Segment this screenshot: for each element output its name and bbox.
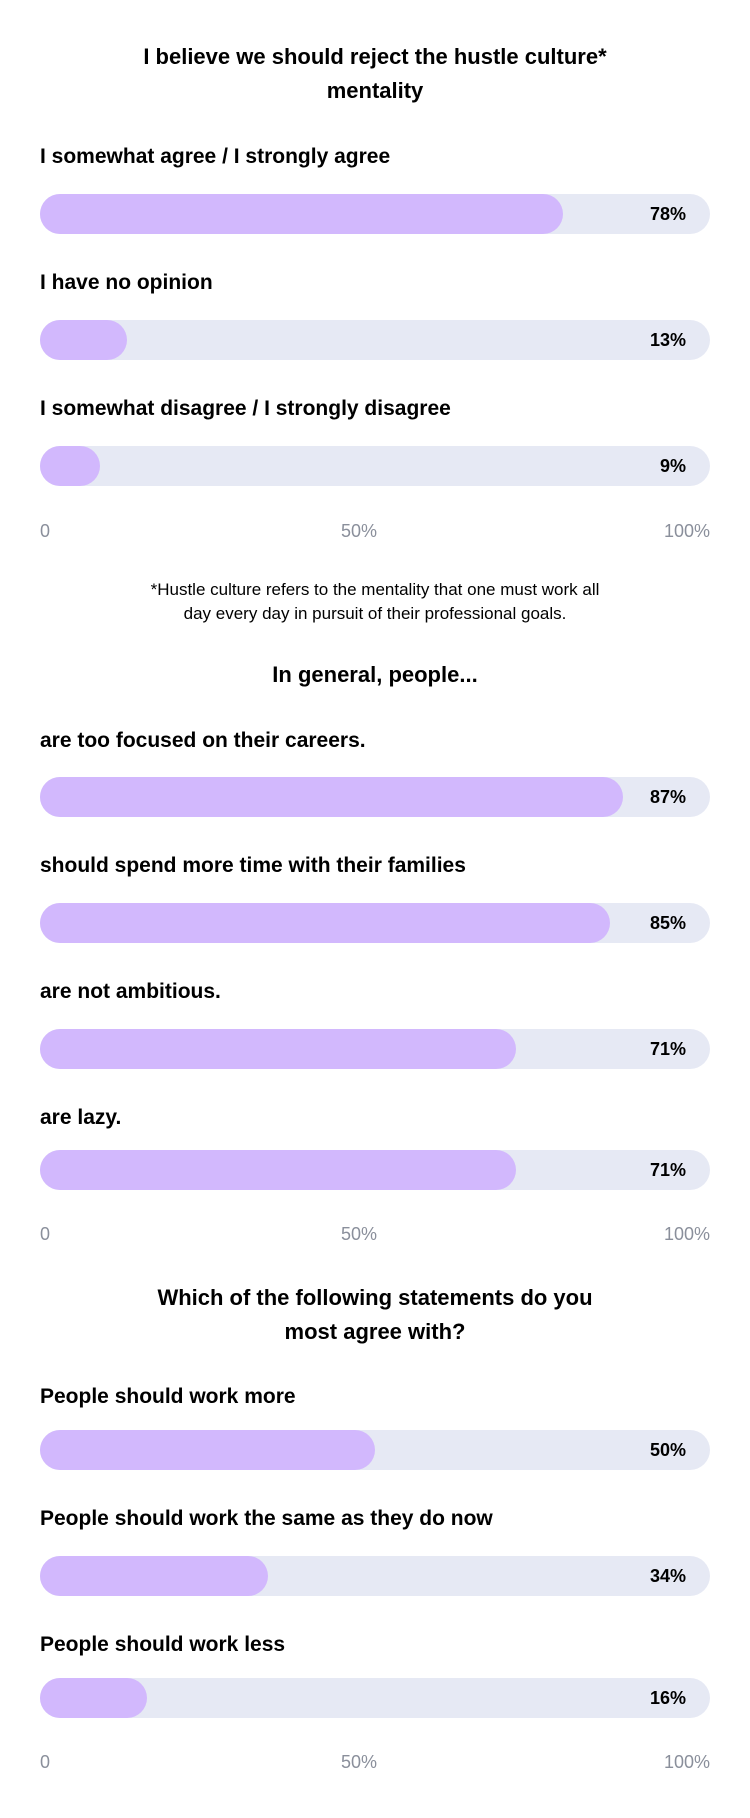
footnote: *Hustle culture refers to the mentality … <box>0 578 750 626</box>
chart-2-track-0: 87% <box>40 777 710 817</box>
chart-1-category-label-0: I somewhat agree / I strongly agree <box>40 145 391 168</box>
chart-2-track-1: 85% <box>40 903 710 943</box>
chart-2-category-label-3: are lazy. <box>40 1106 122 1129</box>
chart-2-bar-0 <box>40 777 623 817</box>
chart-2-bar-1 <box>40 903 610 943</box>
chart-1-bar-2 <box>40 446 101 486</box>
chart-1-track-2: 9% <box>40 446 710 486</box>
chart-1-x-axis: 0 50% 100% <box>40 521 710 543</box>
chart-1-title-text: I believe we should reject the hustle cu… <box>143 44 607 103</box>
chart-1-title: I believe we should reject the hustle cu… <box>0 40 750 108</box>
chart-1-value-label-0: 78% <box>649 204 686 224</box>
chart-3-category-label-0: People should work more <box>40 1385 296 1408</box>
chart-3-value-label-2: 16% <box>649 1688 686 1708</box>
chart-2-bar-2 <box>40 1029 516 1069</box>
chart-1-bar-0 <box>40 194 563 234</box>
chart-1-tick-50: 50% <box>341 521 378 541</box>
chart-1-track-1: 13% <box>40 320 710 360</box>
chart-2-x-axis: 0 50% 100% <box>40 1224 710 1246</box>
chart-1-category-label-1: I have no opinion <box>40 271 213 294</box>
chart-1-track-0: 78% <box>40 194 710 234</box>
chart-2-tick-100: 100% <box>663 1224 710 1244</box>
chart-3-category-label-2: People should work less <box>40 1633 286 1656</box>
chart-2-category-label-1: should spend more time with their famili… <box>40 854 466 877</box>
chart-3-bar-2 <box>40 1678 148 1718</box>
chart-2-tick-50: 50% <box>341 1224 378 1244</box>
chart-3-value-label-1: 34% <box>649 1566 686 1586</box>
chart-1-value-label-1: 13% <box>649 330 686 350</box>
chart-2-tick-0: 0 <box>40 1224 51 1244</box>
chart-3-track-0: 50% <box>40 1430 710 1470</box>
chart-3-track-1: 34% <box>40 1556 710 1596</box>
chart-3-category-label-1: People should work the same as they do n… <box>40 1507 493 1530</box>
chart-2-value-label-3: 71% <box>649 1160 686 1180</box>
chart-3-x-axis: 0 50% 100% <box>40 1752 710 1774</box>
chart-1-tick-100: 100% <box>663 521 710 541</box>
chart-2-category-label-0: are too focused on their careers. <box>40 729 366 752</box>
chart-2-title: In general, people... <box>0 658 750 692</box>
chart-2-category-label-2: are not ambitious. <box>40 980 221 1003</box>
chart-2-track-3: 71% <box>40 1150 710 1190</box>
chart-2-value-label-0: 87% <box>649 787 686 807</box>
chart-1-tick-0: 0 <box>40 521 51 541</box>
footnote-text: *Hustle culture refers to the mentality … <box>150 580 600 623</box>
chart-1-bar-1 <box>40 320 128 360</box>
chart-3-tick-50: 50% <box>341 1752 378 1772</box>
chart-3-tick-0: 0 <box>40 1752 51 1772</box>
chart-2-track-2: 71% <box>40 1029 710 1069</box>
chart-3-value-label-0: 50% <box>649 1440 686 1460</box>
chart-3-bar-1 <box>40 1556 268 1596</box>
chart-1-value-label-2: 9% <box>659 456 686 476</box>
chart-3-track-2: 16% <box>40 1678 710 1718</box>
chart-3-tick-100: 100% <box>663 1752 710 1772</box>
chart-2-value-label-2: 71% <box>649 1039 686 1059</box>
chart-1-category-label-2: I somewhat disagree / I strongly disagre… <box>40 397 451 420</box>
chart-2-value-label-1: 85% <box>649 913 686 933</box>
chart-3-title-text: Which of the following statements do you… <box>157 1285 593 1344</box>
chart-2-title-text: In general, people... <box>272 662 478 687</box>
chart-2-bar-3 <box>40 1150 516 1190</box>
chart-3-bar-0 <box>40 1430 375 1470</box>
chart-3-title: Which of the following statements do you… <box>0 1281 750 1349</box>
